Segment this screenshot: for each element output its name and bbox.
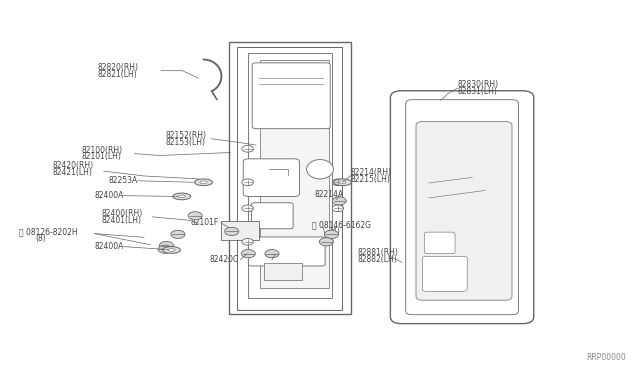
Text: 82830(RH): 82830(RH) — [458, 80, 499, 89]
Ellipse shape — [307, 160, 333, 179]
Ellipse shape — [333, 179, 351, 186]
Text: 82820(RH): 82820(RH) — [98, 63, 139, 72]
Circle shape — [159, 241, 173, 250]
Text: 82101(LH): 82101(LH) — [82, 153, 122, 161]
Text: 82401(LH): 82401(LH) — [101, 216, 141, 225]
Text: 82400A: 82400A — [95, 242, 124, 251]
Text: 82214A: 82214A — [315, 190, 344, 199]
Text: 82153(LH): 82153(LH) — [165, 138, 205, 147]
FancyBboxPatch shape — [252, 203, 293, 229]
Circle shape — [242, 238, 253, 245]
Polygon shape — [260, 60, 329, 288]
Text: 82421(LH): 82421(LH) — [52, 168, 92, 177]
Text: 82430: 82430 — [256, 255, 280, 264]
Text: (8): (8) — [35, 234, 46, 243]
Circle shape — [225, 227, 239, 235]
Text: 82882(LH): 82882(LH) — [357, 255, 397, 264]
Ellipse shape — [168, 248, 175, 251]
FancyBboxPatch shape — [264, 263, 302, 280]
Circle shape — [324, 230, 339, 238]
Text: Ⓑ 08146-6162G: Ⓑ 08146-6162G — [312, 220, 371, 229]
Circle shape — [188, 212, 202, 220]
Text: 82420C: 82420C — [210, 255, 239, 264]
FancyBboxPatch shape — [424, 232, 455, 254]
Circle shape — [158, 245, 172, 253]
Ellipse shape — [200, 181, 207, 184]
Circle shape — [332, 179, 344, 186]
FancyBboxPatch shape — [416, 122, 512, 300]
Text: 82881(RH): 82881(RH) — [357, 248, 398, 257]
Text: 82152(RH): 82152(RH) — [165, 131, 206, 140]
Circle shape — [242, 179, 253, 186]
Ellipse shape — [178, 195, 186, 198]
Text: 82100(RH): 82100(RH) — [82, 146, 123, 155]
FancyBboxPatch shape — [243, 159, 300, 196]
Circle shape — [332, 205, 344, 212]
Text: Ⓑ 08126-8202H: Ⓑ 08126-8202H — [19, 227, 78, 236]
Text: 82400(RH): 82400(RH) — [101, 209, 142, 218]
Ellipse shape — [163, 247, 180, 253]
Text: (4): (4) — [330, 227, 340, 236]
FancyBboxPatch shape — [390, 91, 534, 324]
Text: 82420(RH): 82420(RH) — [52, 161, 93, 170]
FancyBboxPatch shape — [422, 256, 467, 291]
Text: 82821(LH): 82821(LH) — [98, 70, 138, 79]
Text: 82400A: 82400A — [95, 191, 124, 200]
Text: 82253A: 82253A — [109, 176, 138, 185]
Circle shape — [242, 145, 253, 152]
Circle shape — [171, 230, 185, 238]
FancyBboxPatch shape — [221, 221, 259, 240]
Text: 82215(LH): 82215(LH) — [351, 175, 390, 184]
Circle shape — [265, 250, 279, 258]
Circle shape — [242, 205, 253, 212]
Ellipse shape — [195, 179, 212, 186]
Polygon shape — [229, 42, 351, 314]
Text: 82101F: 82101F — [191, 218, 219, 227]
FancyBboxPatch shape — [248, 237, 325, 266]
Text: 82831(LH): 82831(LH) — [458, 87, 497, 96]
Circle shape — [319, 238, 333, 246]
FancyBboxPatch shape — [252, 63, 330, 129]
Circle shape — [332, 197, 346, 205]
Text: RRP00000: RRP00000 — [586, 353, 626, 362]
Circle shape — [241, 250, 255, 258]
Ellipse shape — [339, 181, 346, 184]
Text: 82214(RH): 82214(RH) — [351, 168, 392, 177]
Ellipse shape — [173, 193, 191, 200]
